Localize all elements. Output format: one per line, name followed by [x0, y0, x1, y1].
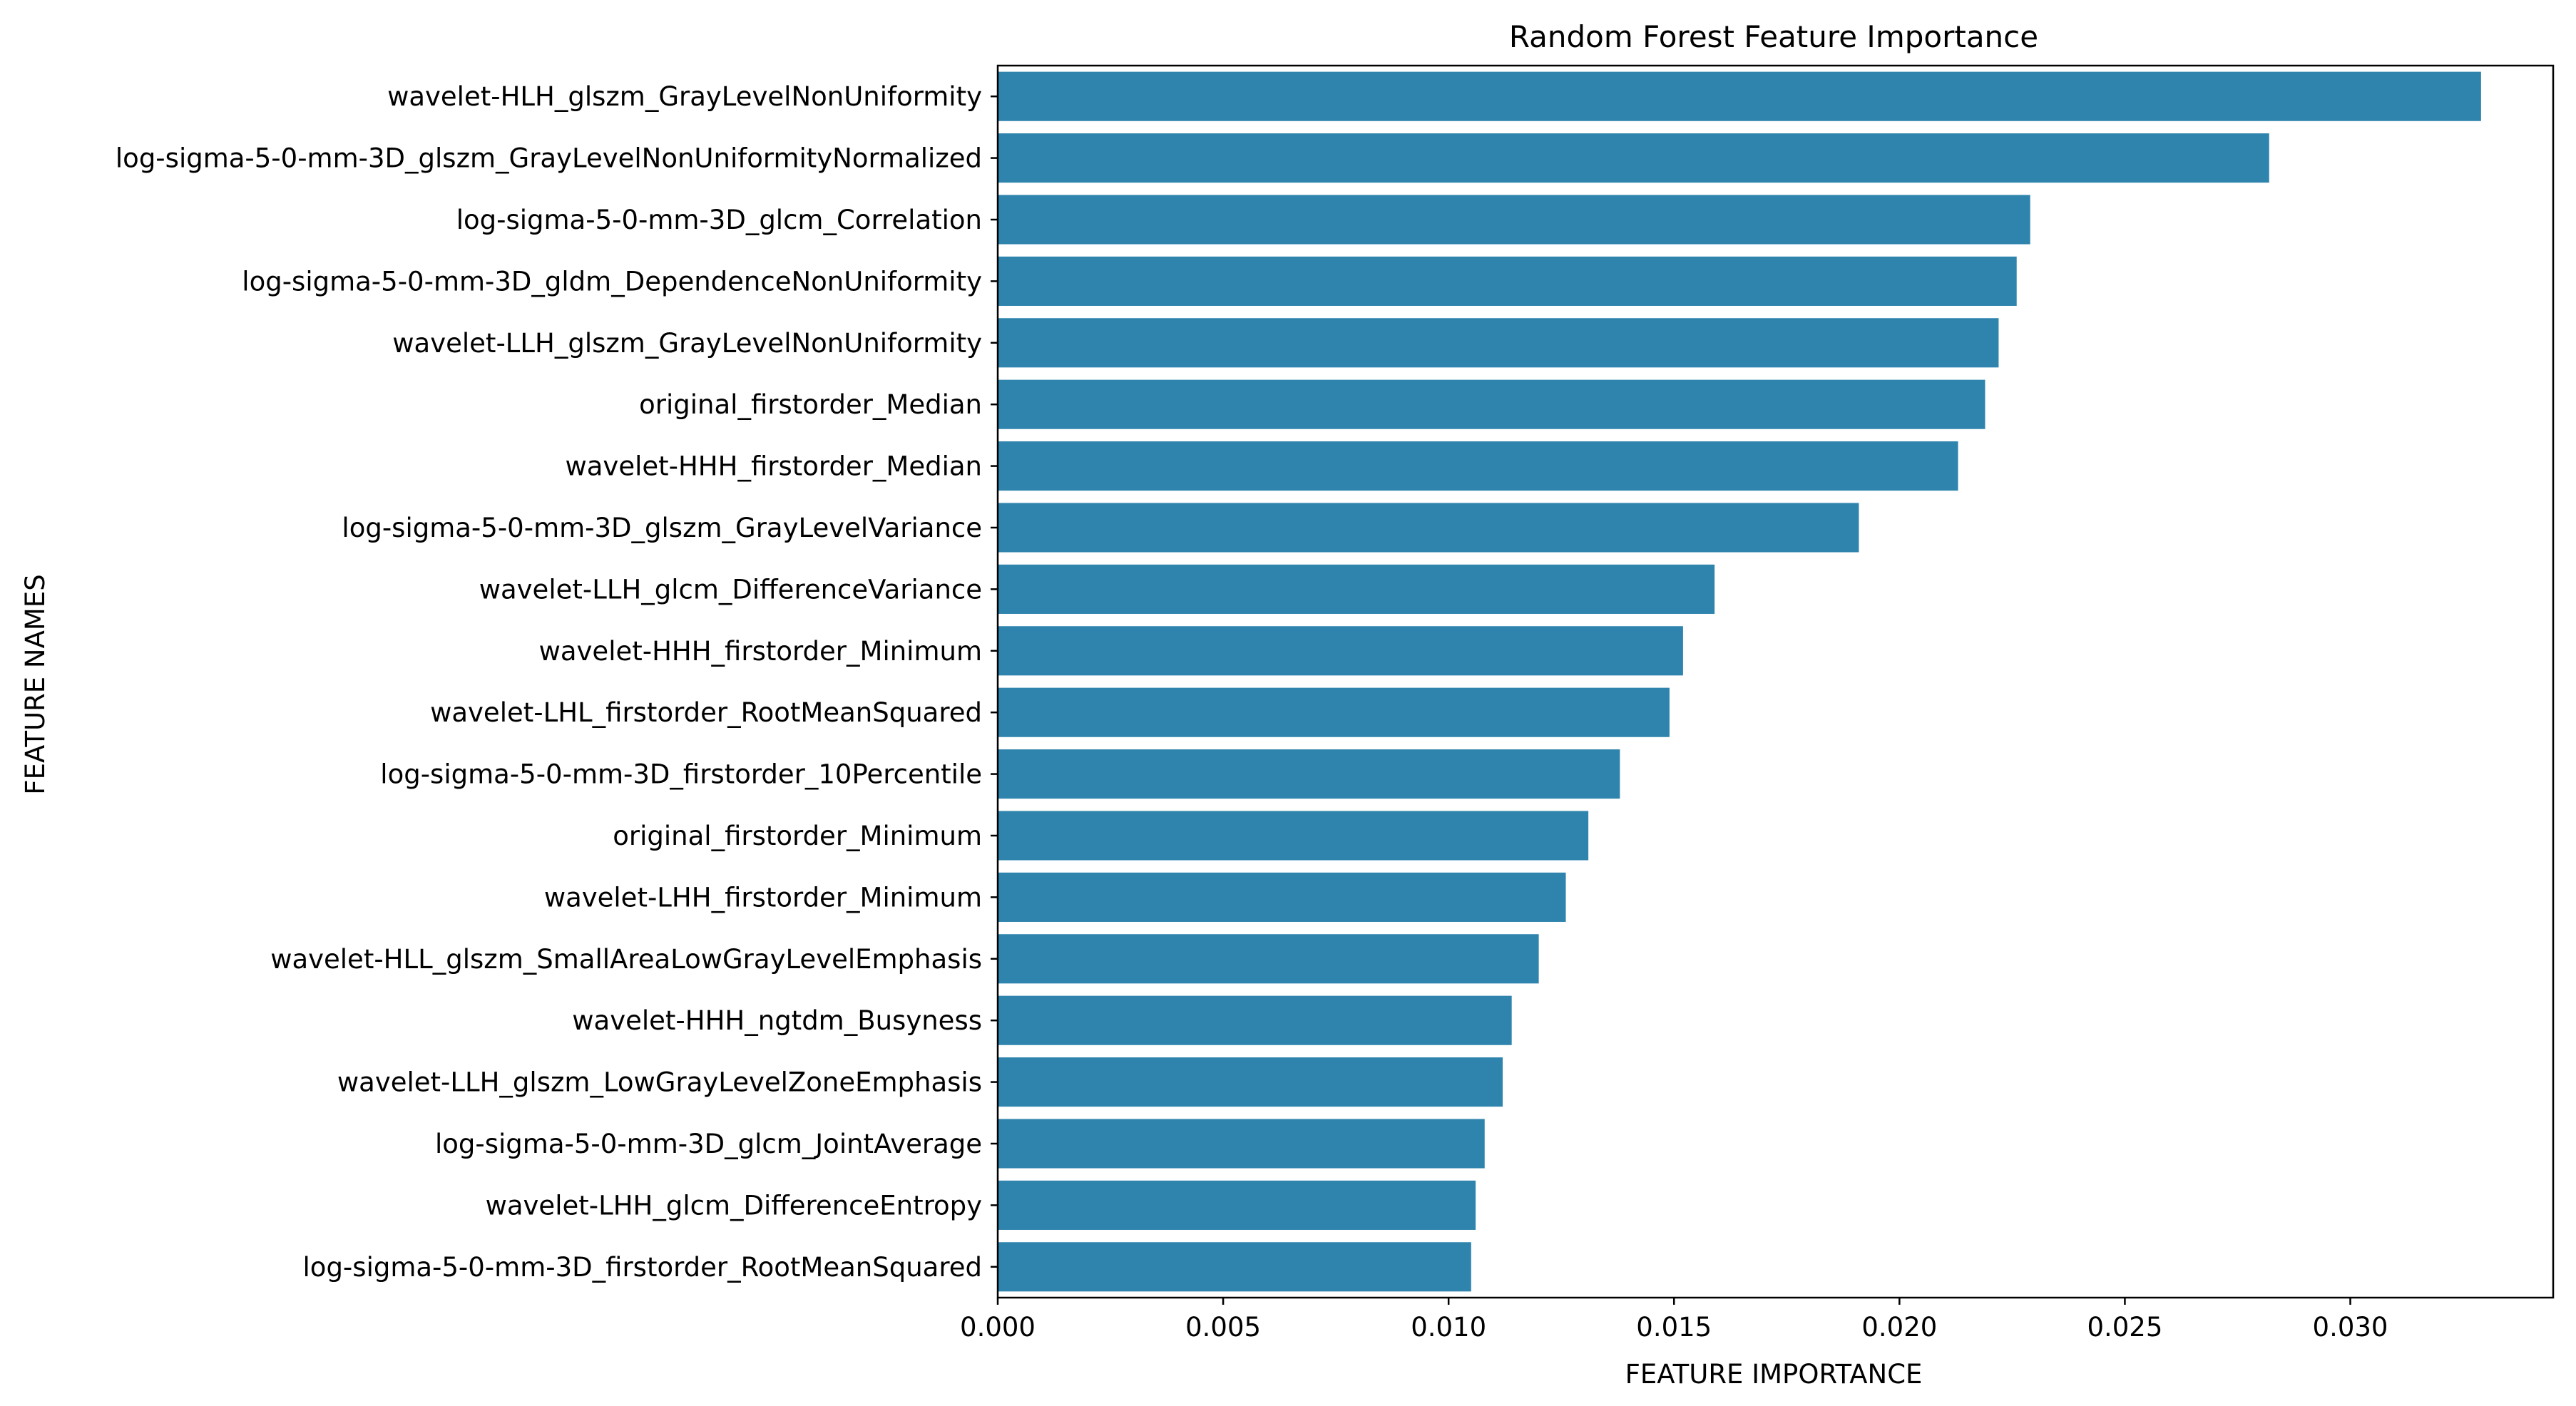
bar: [998, 934, 1539, 984]
x-tick-label: 0.015: [1636, 1312, 1712, 1343]
bar: [998, 441, 1958, 491]
y-tick-label: log-sigma-5-0-mm-3D_firstorder_RootMeanS…: [303, 1252, 982, 1283]
bar: [998, 195, 2030, 245]
bar: [998, 749, 1620, 799]
bar: [998, 626, 1683, 676]
y-tick-label: wavelet-LLH_glszm_GrayLevelNonUniformity: [392, 328, 982, 359]
bar: [998, 811, 1589, 861]
x-axis-label: FEATURE IMPORTANCE: [1625, 1359, 1923, 1390]
y-tick-label: log-sigma-5-0-mm-3D_gldm_DependenceNonUn…: [242, 266, 982, 297]
y-tick-label: original_firstorder_Median: [639, 389, 982, 420]
x-tick-label: 0.025: [2087, 1312, 2162, 1343]
x-tick-label: 0.020: [1861, 1312, 1937, 1343]
bar: [998, 379, 1985, 429]
bar: [998, 1057, 1503, 1107]
bar: [998, 1119, 1485, 1169]
y-tick-label: wavelet-HLH_glszm_GrayLevelNonUniformity: [387, 81, 982, 112]
bar: [998, 1242, 1471, 1292]
x-tick-label: 0.000: [960, 1312, 1036, 1343]
bar: [998, 1180, 1476, 1230]
bar: [998, 872, 1566, 922]
bars-layer: [998, 71, 2481, 1292]
y-tick-label: wavelet-HHH_firstorder_Minimum: [539, 636, 982, 667]
y-tick-label: log-sigma-5-0-mm-3D_glszm_GrayLevelNonUn…: [116, 143, 982, 174]
x-axis-ticks: 0.000 0.005 0.010 0.015 0.020 0.025 0.030: [960, 1298, 2388, 1343]
plot-frame: [996, 64, 2555, 1299]
y-tick-label: log-sigma-5-0-mm-3D_glcm_JointAverage: [435, 1129, 982, 1159]
bar: [998, 133, 2269, 183]
y-tick-label: wavelet-HHH_firstorder_Median: [565, 451, 982, 482]
bar: [998, 256, 2017, 306]
bar: [998, 503, 1859, 553]
bar: [998, 687, 1670, 737]
y-tick-label: wavelet-LLH_glszm_LowGrayLevelZoneEmphas…: [337, 1067, 982, 1098]
y-tick-label: wavelet-LLH_glcm_DifferenceVariance: [479, 574, 982, 605]
y-axis-label: FEATURE NAMES: [20, 574, 51, 794]
x-tick-label: 0.010: [1411, 1312, 1486, 1343]
bar: [998, 564, 1715, 614]
y-tick-label: wavelet-HHH_ngtdm_Busyness: [572, 1005, 982, 1036]
bar: [998, 318, 1999, 368]
y-tick-label: wavelet-LHH_firstorder_Minimum: [544, 882, 982, 913]
bar: [998, 71, 2481, 121]
x-tick-label: 0.005: [1185, 1312, 1261, 1343]
y-tick-label: wavelet-LHH_glcm_DifferenceEntropy: [486, 1190, 982, 1221]
axes-frame: [996, 64, 2555, 1299]
y-tick-label: log-sigma-5-0-mm-3D_glcm_Correlation: [456, 205, 982, 235]
y-tick-label: log-sigma-5-0-mm-3D_firstorder_10Percent…: [380, 759, 982, 790]
bar: [998, 995, 1512, 1045]
x-tick-label: 0.030: [2313, 1312, 2388, 1343]
y-axis-ticks: wavelet-HLH_glszm_GrayLevelNonUniformity…: [116, 81, 998, 1283]
chart-title: Random Forest Feature Importance: [1509, 19, 2038, 54]
y-tick-label: log-sigma-5-0-mm-3D_glszm_GrayLevelVaria…: [342, 513, 982, 543]
y-tick-label: wavelet-HLL_glszm_SmallAreaLowGrayLevelE…: [270, 944, 982, 975]
y-tick-label: original_firstorder_Minimum: [613, 821, 982, 851]
y-tick-label: wavelet-LHL_firstorder_RootMeanSquared: [430, 697, 982, 728]
